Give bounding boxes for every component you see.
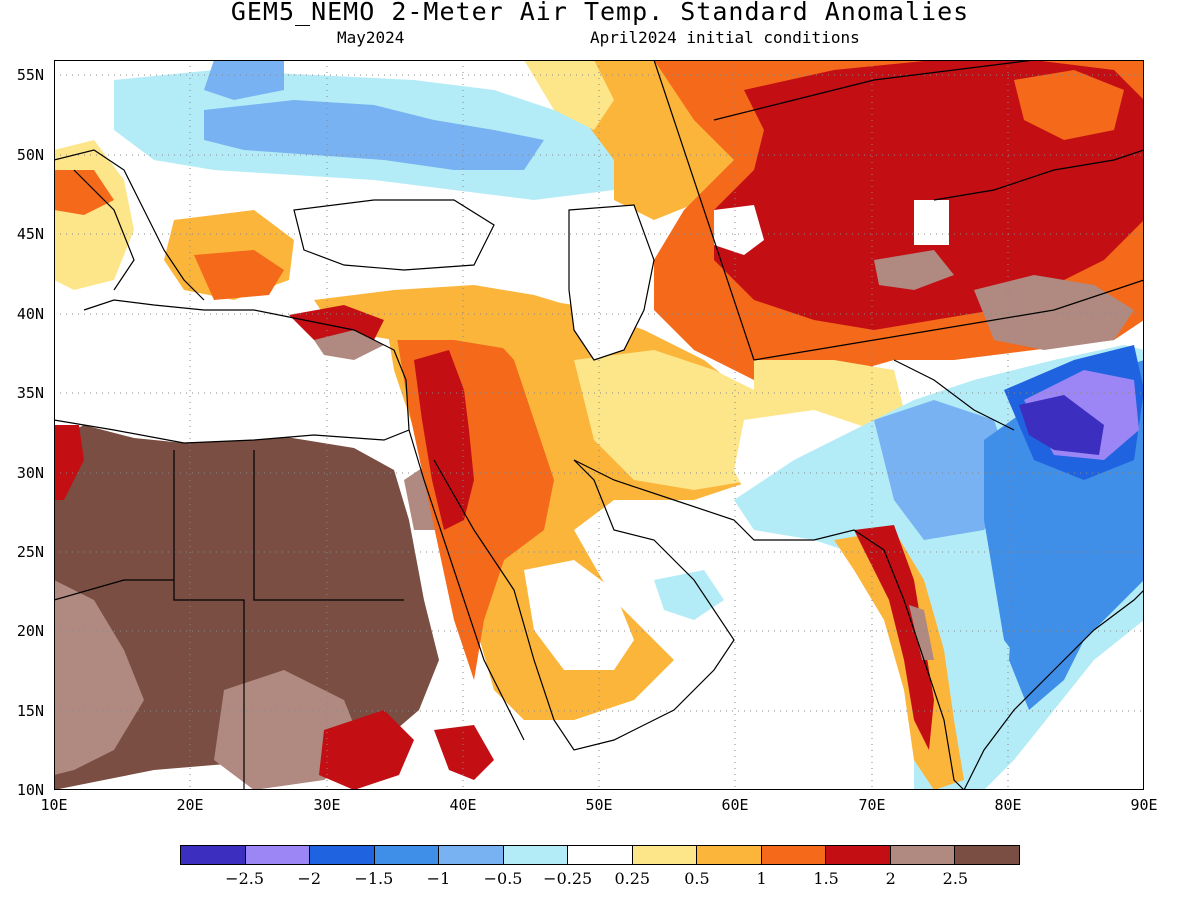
region-empty-quarter-white: [524, 560, 634, 670]
region-kazakh-orange-inner: [1014, 70, 1124, 140]
colorbar-tick-label: −2.5: [225, 869, 265, 888]
region-india-blue-a: [874, 400, 1014, 540]
lon-label-90e: 90E: [1130, 796, 1158, 814]
initial-conditions: April2024 initial conditions: [590, 28, 860, 47]
chart-title: GEM5_NEMO 2-Meter Air Temp. Standard Ano…: [230, 0, 970, 26]
colorbar-bin: [374, 846, 440, 864]
colorbar-bin: [697, 846, 762, 864]
region-italy-yellow: [54, 140, 134, 290]
region-med-white: [54, 300, 409, 443]
region-westcoast-brown: [909, 605, 934, 660]
map-svg: [54, 60, 1144, 790]
region-russia-yellow: [524, 60, 614, 130]
region-turkey-orange: [314, 285, 584, 350]
lat-label-25n: 25N: [16, 543, 44, 561]
lon-label-30e: 30E: [313, 796, 341, 814]
region-caspian-white: [564, 205, 654, 360]
colorbar-tick-label: −0.25: [543, 869, 593, 888]
region-sahel-a: [54, 580, 144, 775]
colorbar-bin: [632, 846, 698, 864]
region-yemen-red: [434, 725, 494, 780]
lon-label-10e: 10E: [40, 796, 68, 814]
colorbar-bin: [826, 846, 891, 864]
forecast-month: May2024: [337, 28, 405, 47]
region-balkhash-white: [914, 200, 949, 245]
colorbar-bin: [503, 846, 569, 864]
lon-label-50e: 50E: [585, 796, 613, 814]
lat-label-35n: 35N: [16, 384, 44, 402]
colorbar-tick-label: 1: [756, 869, 767, 888]
lat-label-30n: 30N: [16, 464, 44, 482]
colorbar-bin: [761, 846, 827, 864]
region-tibet-indigo: [1019, 395, 1104, 455]
region-balkans-darkorange: [194, 250, 284, 300]
colorbar-tick-label: −0.5: [483, 869, 523, 888]
region-ethiopia-red: [319, 710, 414, 790]
lat-label-20n: 20N: [16, 622, 44, 640]
colorbar-bin: [439, 846, 504, 864]
colorbar-tick-label: −1.5: [354, 869, 394, 888]
region-turkey-brown: [314, 330, 384, 360]
region-sahara: [54, 425, 439, 790]
coastlines: [54, 60, 1144, 790]
region-tarim-brown: [974, 275, 1134, 350]
colorbar-bin: [310, 846, 375, 864]
region-iran-yellow: [574, 350, 774, 490]
lon-label-80e: 80E: [994, 796, 1022, 814]
colorbar-bin: [890, 846, 956, 864]
colorbar-tick-label: 1.5: [813, 869, 839, 888]
lat-label-45n: 45N: [16, 225, 44, 243]
lon-label-40e: 40E: [449, 796, 477, 814]
region-westcoast-red: [854, 525, 934, 750]
lat-label-50n: 50N: [16, 146, 44, 164]
colorbar: [180, 845, 1020, 865]
region-deccan-blue: [1009, 570, 1094, 710]
lat-label-15n: 15N: [16, 702, 44, 720]
colorbar-tick-label: −2: [297, 869, 322, 888]
region-aral-white: [714, 205, 764, 255]
region-ukraine-blue: [204, 100, 544, 170]
lon-label-60e: 60E: [721, 796, 749, 814]
lon-label-70e: 70E: [858, 796, 886, 814]
lat-label-55n: 55N: [16, 66, 44, 84]
lat-label-40n: 40N: [16, 305, 44, 323]
colorbar-tick-label: 0.25: [614, 869, 651, 888]
region-tianshan-brown: [874, 250, 954, 290]
colorbar-bin: [955, 846, 1019, 864]
region-oman-blue: [654, 570, 724, 620]
region-arabia-red: [414, 350, 474, 530]
lon-label-20e: 20E: [176, 796, 204, 814]
region-poland-blue: [204, 60, 284, 100]
region-centralasia-red: [714, 60, 1144, 330]
colorbar-bin: [245, 846, 311, 864]
colorbar-bin: [568, 846, 633, 864]
colorbar-tick-label: 0.5: [684, 869, 710, 888]
region-libya-red: [54, 425, 84, 500]
colorbar-tick-label: 2: [885, 869, 896, 888]
anomaly-map: [54, 60, 1144, 790]
colorbar-tick-label: −1: [426, 869, 451, 888]
lat-label-10n: 10N: [16, 781, 44, 799]
region-blacksea-white: [294, 200, 494, 270]
colorbar-bin: [181, 846, 246, 864]
region-alps-orange: [54, 170, 114, 215]
colorbar-tick-label: 2.5: [942, 869, 969, 888]
